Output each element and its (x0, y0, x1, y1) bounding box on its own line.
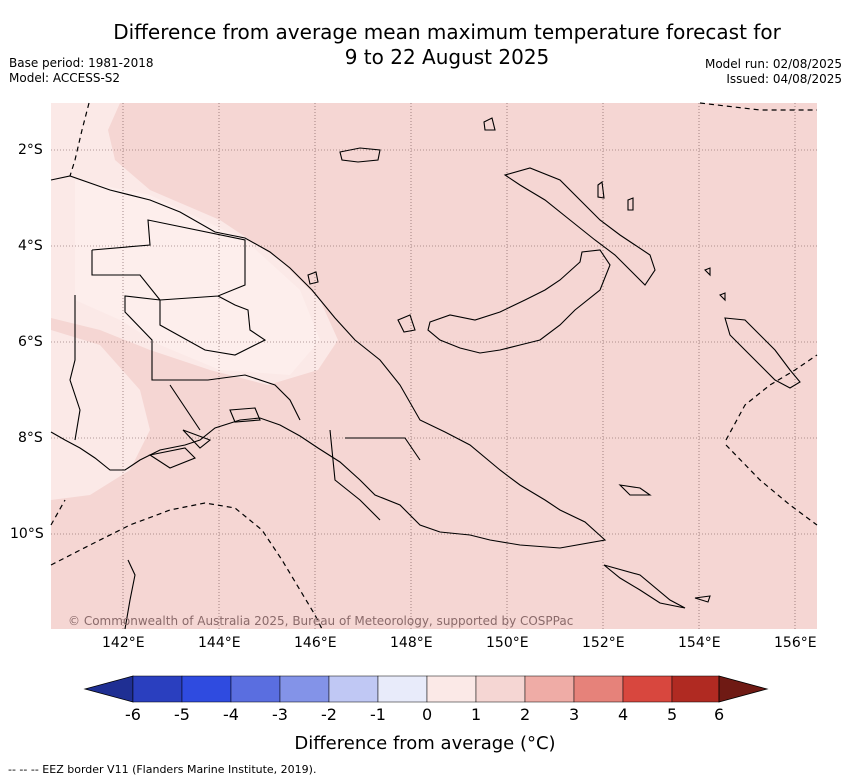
colorbar-bin-3 (573, 675, 624, 703)
colorbar-bin-m4 (230, 675, 281, 703)
colorbar-label: 6 (714, 705, 725, 724)
colorbar-bin-1 (475, 675, 526, 703)
meta-right: Model run: 02/08/2025 Issued: 04/08/2025 (705, 57, 842, 87)
colorbar-extend-low (83, 675, 134, 703)
colorbar-bin-5 (671, 675, 720, 703)
colorbar-label: -4 (223, 705, 239, 724)
model-name: Model: ACCESS-S2 (9, 71, 121, 85)
lon-label-144e: 144°E (198, 635, 241, 651)
model-run: Model run: 02/08/2025 (704, 57, 842, 71)
lat-label-8s: 8°S (18, 430, 43, 446)
australia-north-tip (124, 559, 136, 630)
lon-label-150e: 150°E (486, 635, 529, 651)
eez-south (50, 502, 323, 630)
base-period: Base period: 1981-2018 (9, 56, 154, 70)
mainland-coast (50, 175, 607, 549)
colorbar-title: Difference from average (°C) (294, 733, 556, 754)
eez-footnote: -- -- -- EEZ border V11 (Flanders Marine… (8, 763, 317, 776)
lat-label-10s: 10°S (10, 526, 44, 542)
lon-label-152e: 152°E (582, 635, 625, 651)
eez-borders (50, 102, 818, 630)
lon-label-142e: 142°E (102, 635, 145, 651)
lat-label-2s: 2°S (18, 142, 43, 158)
colorbar-bin-m5 (181, 675, 232, 703)
anomaly-region-light-core (75, 180, 320, 375)
manus-island (339, 147, 381, 163)
map-title: Difference from average mean maximum tem… (70, 20, 824, 70)
anomaly-region-light-south (51, 330, 150, 500)
colorbar-bin-4 (622, 675, 673, 703)
meta-left: Base period: 1981-2018 Model: ACCESS-S2 (9, 56, 154, 86)
colorbar-label: -1 (370, 705, 386, 724)
lon-label-148e: 148°E (390, 635, 433, 651)
lon-label-154e: 154°E (678, 635, 721, 651)
title-line-1: Difference from average mean maximum tem… (113, 20, 781, 44)
colorbar-label: 0 (422, 705, 433, 724)
eez-east (725, 354, 818, 441)
colorbar-label: 4 (618, 705, 629, 724)
colorbar-bin-m3 (279, 675, 330, 703)
coastlines (50, 117, 801, 630)
title-line-2: 9 to 22 August 2025 (344, 45, 550, 69)
lon-label-146e: 146°E (294, 635, 337, 651)
colorbar-bin-2 (524, 675, 575, 703)
copyright-notice: © Commonwealth of Australia 2025, Bureau… (68, 614, 574, 628)
eez-north-east (699, 102, 817, 111)
bougainville (724, 317, 801, 389)
colorbar-label: 3 (569, 705, 580, 724)
colorbar-bin-m6 (132, 675, 183, 703)
colorbar-extend-high (718, 675, 769, 703)
eez-south-west (50, 499, 66, 526)
colorbar-label: 5 (667, 705, 678, 724)
colorbar-bin-m2 (328, 675, 379, 703)
province-lines (91, 219, 421, 521)
lat-label-6s: 6°S (18, 334, 43, 350)
colorbar-label: -2 (321, 705, 337, 724)
colorbar-label: -3 (272, 705, 288, 724)
new-ireland (503, 167, 656, 286)
border-line (69, 295, 81, 441)
colorbar (83, 675, 769, 703)
colorbar-label: -6 (125, 705, 141, 724)
issued-date: Issued: 04/08/2025 (726, 72, 842, 86)
eez-north-west (69, 102, 90, 177)
colorbar-label: 2 (520, 705, 531, 724)
map-background (51, 103, 817, 629)
colorbar-bin-m1 (377, 675, 428, 703)
colorbar-label: -5 (174, 705, 190, 724)
lon-label-156e: 156°E (774, 635, 817, 651)
lat-label-4s: 4°S (18, 238, 43, 254)
colorbar-label: 1 (471, 705, 482, 724)
new-britain (427, 249, 611, 354)
colorbar-bin-0 (426, 675, 477, 703)
islands-small (148, 117, 726, 609)
